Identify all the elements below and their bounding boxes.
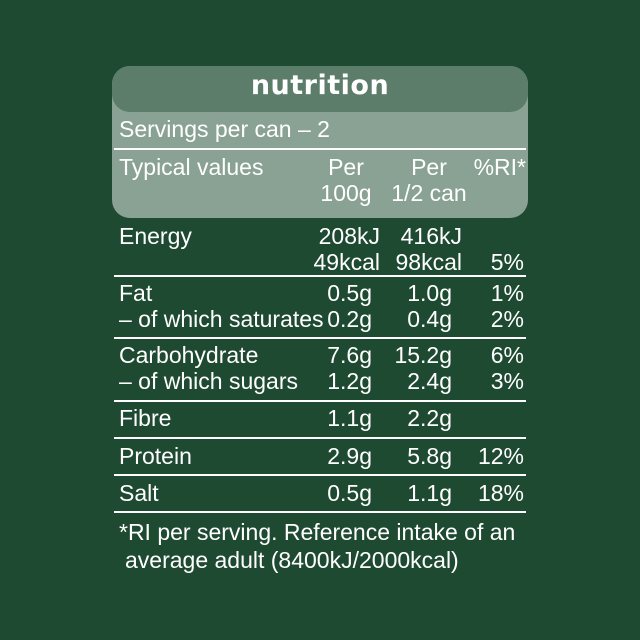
salt-per100: 0.5g [327, 480, 372, 506]
protein-ri: 12% [477, 443, 524, 469]
sugars-half: 2.4g [407, 368, 452, 394]
carbohydrate-per100: 7.6g [327, 342, 372, 368]
header-per100-line2: 100g [320, 180, 372, 206]
protein-per100: 2.9g [327, 443, 372, 469]
divider [114, 400, 526, 402]
header-typical-values: Typical values [119, 154, 264, 180]
divider [114, 511, 526, 513]
footnote: *RI per serving. Reference intake of an … [119, 518, 515, 574]
salt-half: 1.1g [407, 480, 452, 506]
row-label-fibre: Fibre [119, 405, 172, 431]
header-perhalf-line2: 1/2 can [391, 180, 467, 206]
energy-per100-kcal: 49kcal [313, 249, 380, 275]
sugars-ri: 3% [490, 368, 524, 394]
fat-per100: 0.5g [327, 280, 372, 306]
divider [114, 148, 526, 150]
salt-ri: 18% [477, 480, 524, 506]
divider [114, 275, 526, 277]
row-label-salt: Salt [119, 480, 159, 506]
row-label-sugars: – of which sugars [119, 368, 298, 394]
nutrition-title: nutrition [250, 70, 390, 101]
saturates-per100: 0.2g [327, 306, 372, 332]
row-label-protein: Protein [119, 443, 192, 469]
title-bar [112, 66, 528, 112]
row-label-fat: Fat [119, 280, 153, 306]
footnote-line2: average adult (8400kJ/2000kcal) [125, 547, 459, 573]
row-label-saturates: – of which saturates [119, 306, 324, 332]
energy-half-kcal: 98kcal [395, 249, 462, 275]
energy-half-kj: 416kJ [400, 223, 462, 249]
energy-per100-kj: 208kJ [318, 223, 380, 249]
divider [114, 337, 526, 339]
header-perhalf-line1: Per [411, 154, 447, 180]
sugars-per100: 1.2g [327, 368, 372, 394]
fibre-half: 2.2g [407, 405, 452, 431]
row-label-energy: Energy [119, 223, 192, 249]
divider [114, 474, 526, 476]
carbohydrate-half: 15.2g [394, 342, 452, 368]
header-ri: %RI* [473, 154, 526, 180]
fibre-per100: 1.1g [327, 405, 372, 431]
saturates-ri: 2% [490, 306, 524, 332]
saturates-half: 0.4g [407, 306, 452, 332]
fat-ri: 1% [490, 280, 524, 306]
header-per100-line1: Per [328, 154, 364, 180]
servings-text: Servings per can – 2 [119, 116, 330, 142]
row-label-carbohydrate: Carbohydrate [119, 342, 259, 368]
divider [114, 437, 526, 439]
protein-half: 5.8g [407, 443, 452, 469]
footnote-line1: *RI per serving. Reference intake of an [119, 519, 516, 545]
energy-ri: 5% [490, 249, 524, 275]
fat-half: 1.0g [407, 280, 452, 306]
carbohydrate-ri: 6% [490, 342, 524, 368]
